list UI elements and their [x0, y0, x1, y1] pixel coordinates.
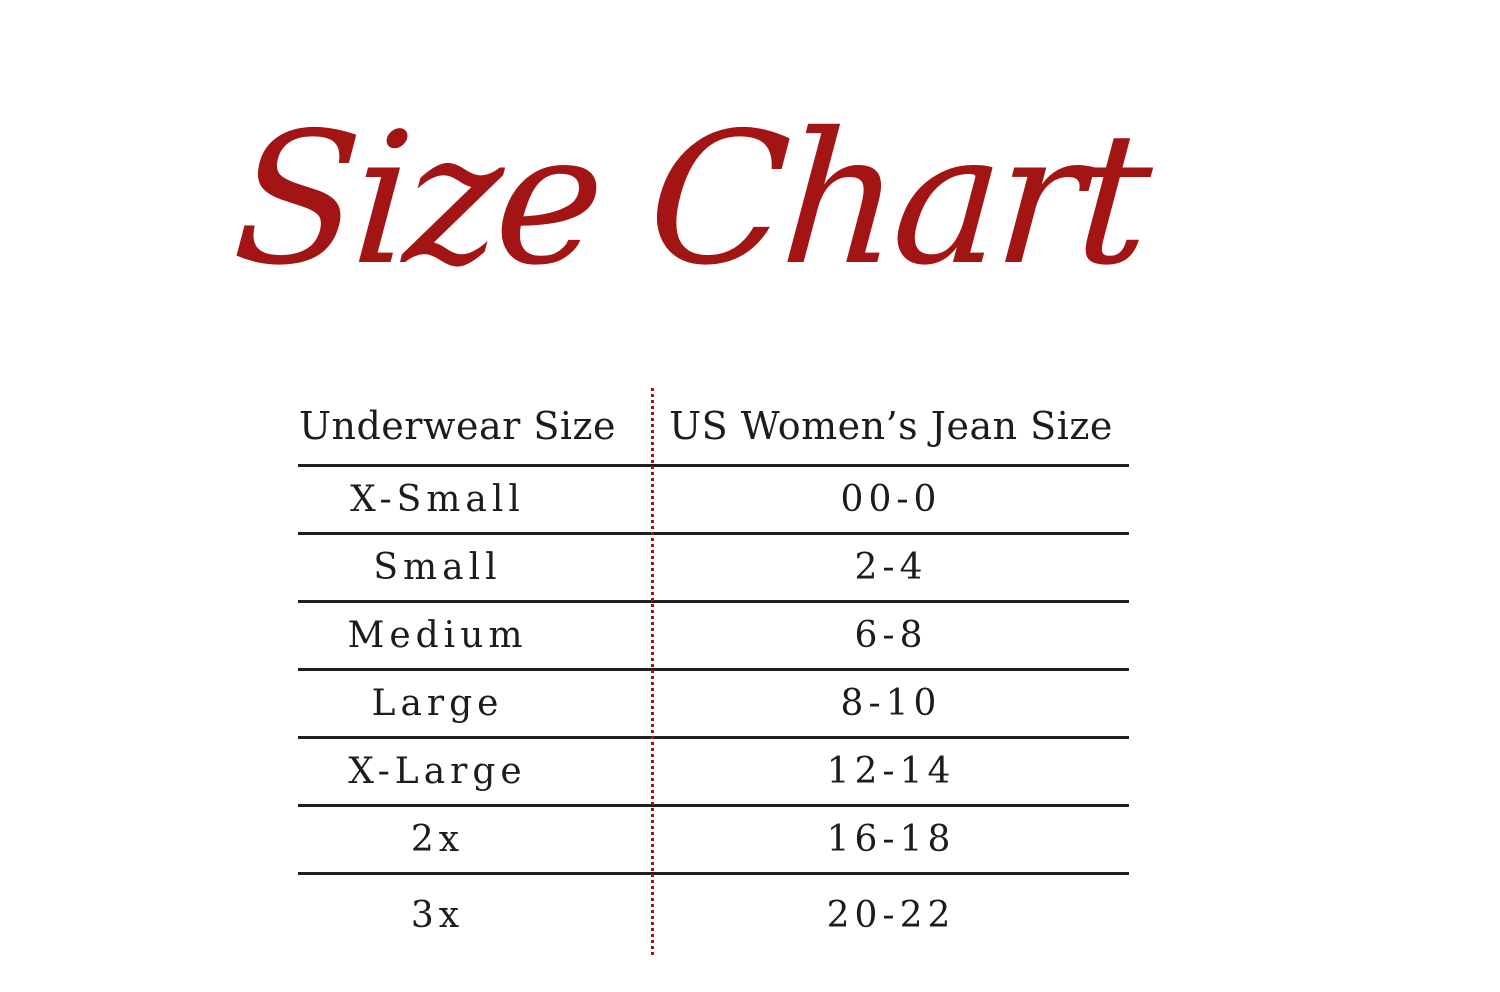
jean-size-value: 00-0	[840, 479, 942, 520]
underwear-size-cell: 3x	[298, 875, 653, 956]
jean-size-cell: 20-22	[653, 875, 1129, 956]
underwear-size-cell: Large	[298, 671, 653, 736]
underwear-size-value: 2x	[410, 819, 465, 860]
table-row: X-Small 00-0	[298, 467, 1129, 535]
column-divider-dotted-line	[651, 388, 654, 956]
underwear-size-cell: Medium	[298, 603, 653, 668]
jean-size-value: 20-22	[826, 895, 956, 936]
underwear-size-value: 3x	[410, 895, 465, 936]
underwear-size-value: X-Large	[348, 751, 527, 792]
page-title: Size Chart	[227, 93, 1153, 305]
column-header-label: US Women’s Jean Size	[669, 404, 1113, 448]
table-row: 3x 20-22	[298, 875, 1129, 956]
jean-size-value: 6-8	[854, 615, 928, 656]
table-row: X-Large 12-14	[298, 739, 1129, 807]
underwear-size-cell: X-Large	[298, 739, 653, 804]
table-row: Large 8-10	[298, 671, 1129, 739]
jean-size-cell: 2-4	[653, 535, 1129, 600]
underwear-size-value: Small	[373, 547, 502, 588]
table-row: Medium 6-8	[298, 603, 1129, 671]
underwear-size-cell: Small	[298, 535, 653, 600]
jean-size-value: 2-4	[854, 547, 928, 588]
underwear-size-value: Large	[371, 683, 504, 724]
underwear-size-value: Medium	[347, 615, 528, 656]
jean-size-cell: 16-18	[653, 807, 1129, 872]
jean-size-cell: 12-14	[653, 739, 1129, 804]
table-row: 2x 16-18	[298, 807, 1129, 875]
underwear-size-value: X-Small	[350, 479, 525, 520]
jean-size-cell: 00-0	[653, 467, 1129, 532]
column-header-jean-size: US Women’s Jean Size	[653, 388, 1129, 464]
column-header-label: Underwear Size	[298, 404, 617, 448]
table-header-row: Underwear Size US Women’s Jean Size	[298, 388, 1129, 467]
column-header-underwear-size: Underwear Size	[298, 388, 653, 464]
table-row: Small 2-4	[298, 535, 1129, 603]
jean-size-value: 8-10	[840, 683, 942, 724]
jean-size-value: 16-18	[826, 819, 956, 860]
jean-size-cell: 8-10	[653, 671, 1129, 736]
underwear-size-cell: X-Small	[298, 467, 653, 532]
jean-size-cell: 6-8	[653, 603, 1129, 668]
jean-size-value: 12-14	[826, 751, 956, 792]
underwear-size-cell: 2x	[298, 807, 653, 872]
size-chart-table: Underwear Size US Women’s Jean Size X-Sm…	[298, 388, 1129, 956]
